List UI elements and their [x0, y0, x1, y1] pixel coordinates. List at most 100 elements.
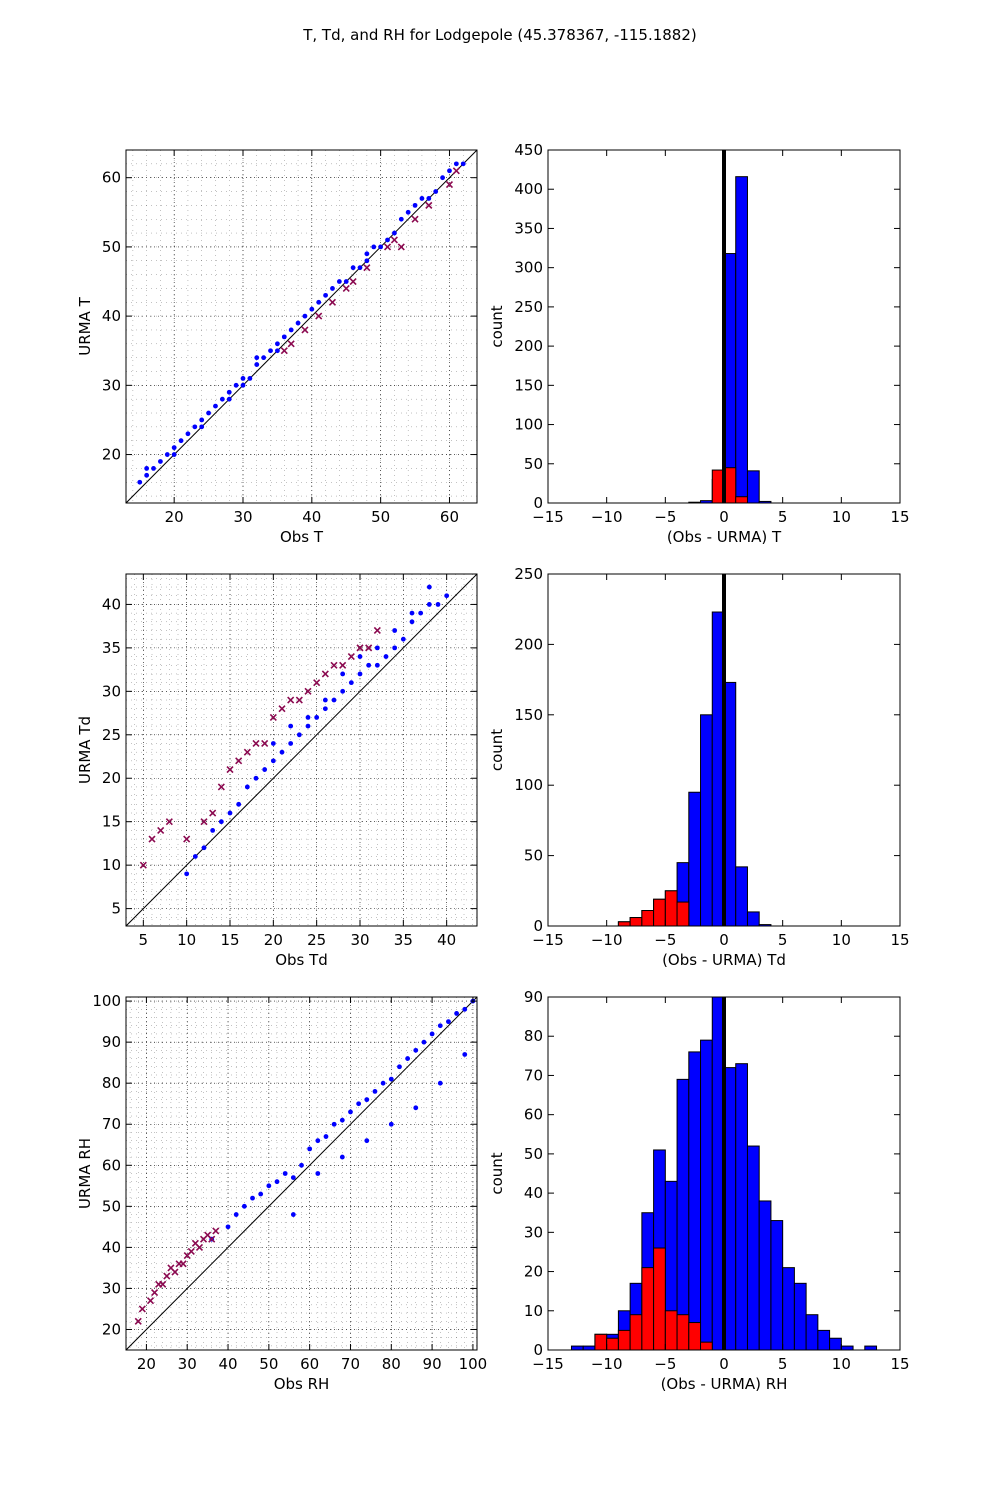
- histogram-bar: [829, 1337, 842, 1350]
- y-tick-label: 50: [102, 238, 121, 256]
- data-point-highlight: [390, 236, 398, 244]
- data-point: [383, 654, 389, 659]
- data-point: [274, 1179, 280, 1185]
- histogram-bar: [735, 496, 748, 503]
- x-tick-label: 80: [382, 1355, 401, 1373]
- y-tick-label: 250: [514, 298, 543, 316]
- histogram-bar: [653, 898, 666, 926]
- y-tick-label: 25: [102, 726, 121, 744]
- one-to-one-line: [126, 574, 477, 926]
- data-point-highlight: [411, 215, 419, 223]
- data-point: [378, 244, 384, 250]
- x-tick-label: 0: [719, 931, 729, 949]
- data-point: [219, 396, 225, 402]
- y-tick-label: 200: [514, 635, 543, 653]
- data-point: [426, 196, 432, 201]
- data-point-highlight: [261, 739, 269, 748]
- x-axis-label: (Obs - URMA) Td: [662, 951, 786, 969]
- data-point-highlight: [235, 757, 243, 765]
- data-point: [392, 645, 398, 651]
- one-to-one-line: [126, 150, 477, 503]
- data-point: [444, 593, 450, 599]
- histogram-bar: [746, 1145, 760, 1350]
- histogram-bar: [676, 901, 690, 926]
- data-point-highlight: [339, 661, 347, 669]
- one-to-one-line: [126, 997, 477, 1350]
- x-tick-label: 15: [890, 1355, 909, 1373]
- data-point: [413, 1047, 419, 1053]
- data-point: [357, 265, 363, 271]
- y-tick-label: 60: [524, 1106, 543, 1124]
- data-point: [299, 1162, 304, 1168]
- x-tick-label: 10: [832, 931, 851, 949]
- data-point: [348, 680, 354, 686]
- data-point: [315, 1138, 321, 1144]
- data-point: [258, 1191, 264, 1197]
- data-point: [227, 810, 233, 816]
- data-point: [137, 479, 143, 485]
- data-point: [184, 871, 190, 877]
- data-point: [270, 758, 276, 764]
- histogram-bar: [817, 1329, 831, 1350]
- data-point: [322, 697, 328, 703]
- y-tick-label: 10: [102, 856, 121, 874]
- data-point: [437, 1080, 443, 1086]
- histogram-bar: [840, 1345, 854, 1350]
- data-point: [388, 1121, 394, 1127]
- histogram-bar: [735, 1063, 748, 1350]
- data-point-highlight: [146, 1297, 155, 1305]
- hist-t-plot-area: [688, 150, 772, 503]
- axes-frame: [125, 573, 478, 927]
- data-point: [339, 1117, 345, 1123]
- y-tick-label: 20: [102, 446, 121, 464]
- data-point: [185, 431, 191, 437]
- y-tick-label: 100: [514, 776, 543, 794]
- x-tick-label: 30: [350, 931, 369, 949]
- y-tick-label: 40: [102, 1238, 121, 1256]
- y-tick-label: 50: [524, 847, 543, 865]
- histogram-bar: [653, 1247, 666, 1350]
- data-point: [144, 465, 150, 471]
- data-point: [437, 1023, 443, 1029]
- data-point: [350, 265, 356, 271]
- data-point-highlight: [134, 1317, 142, 1325]
- histogram-bar: [664, 1310, 678, 1350]
- data-point: [226, 396, 232, 402]
- histogram-bar: [629, 1314, 643, 1350]
- scatter-t-panel: 20 30 40 50 60 20 30 40 50 60 Obs T URMA T: [76, 149, 478, 546]
- data-point-highlight: [217, 783, 225, 791]
- data-point-highlight: [321, 670, 329, 678]
- y-tick-label: 450: [514, 141, 543, 159]
- data-point: [309, 306, 315, 312]
- data-point: [171, 445, 177, 451]
- hist-rh-plot-area: [570, 997, 878, 1350]
- data-point-highlight: [304, 687, 312, 695]
- y-tick-label: 40: [524, 1184, 543, 1202]
- y-tick-label: 15: [102, 813, 121, 831]
- data-point: [419, 196, 425, 201]
- data-point: [226, 389, 232, 395]
- data-point: [418, 610, 424, 616]
- data-point-highlight: [452, 167, 460, 175]
- y-tick-label: 0: [533, 1341, 543, 1359]
- x-tick-label: 10: [832, 508, 851, 526]
- scatter-rh-panel: 20 30 40 50 60 70 80 90 100 20 30 40 50 60 70 80 90 100 Ob…: [76, 992, 487, 1393]
- y-tick-label: 100: [514, 416, 543, 434]
- data-point-highlight: [138, 1305, 146, 1313]
- data-point: [388, 1076, 394, 1082]
- data-point: [192, 424, 198, 430]
- data-point: [316, 299, 322, 305]
- data-point: [331, 1121, 337, 1127]
- histogram-bar: [700, 714, 713, 926]
- scatter-t-plot-area: [126, 150, 477, 503]
- data-point: [275, 348, 280, 354]
- data-point-highlight: [165, 818, 173, 826]
- x-tick-label: 40: [218, 1355, 237, 1373]
- x-tick-label: 0: [719, 1355, 729, 1373]
- data-point: [323, 292, 328, 298]
- y-tick-label: 400: [514, 180, 543, 198]
- data-point: [435, 602, 441, 607]
- data-point: [288, 723, 294, 729]
- data-point: [340, 671, 346, 677]
- data-point-highlight: [287, 340, 295, 348]
